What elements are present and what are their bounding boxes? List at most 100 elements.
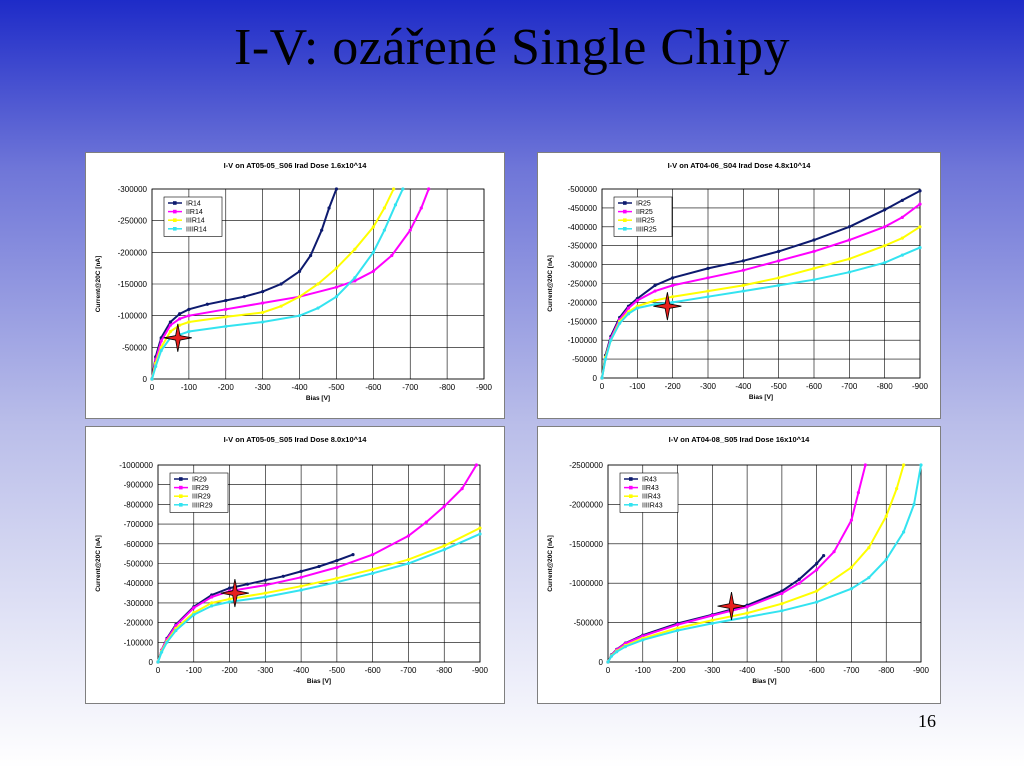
y-tick-label: -900000 <box>124 481 154 490</box>
chart-title: I-V on AT05-05_S05 Irad Dose 8.0x10^14 <box>224 435 368 444</box>
legend-marker <box>623 227 627 231</box>
legend-label: IIIR43 <box>642 494 661 501</box>
plot-area <box>151 188 485 380</box>
chart-panel-at04-06-s04: I-V on AT04-06_S04 Irad Dose 4.8x10^14 0 -… <box>537 152 941 419</box>
data-point-iir14 <box>187 314 191 318</box>
data-point-iiir25 <box>847 257 851 261</box>
data-point-iir29 <box>210 595 214 599</box>
data-point-iiir29 <box>478 526 482 530</box>
x-tick-label: -700 <box>841 382 858 391</box>
data-point-iiiir43 <box>912 502 916 506</box>
data-point-iiiir29 <box>210 604 214 608</box>
data-point-iiiir29 <box>156 660 160 664</box>
chart-title: I-V on AT04-08_S05 Irad Dose 16x10^14 <box>669 435 811 444</box>
data-point-iiiir25 <box>918 245 922 250</box>
data-point-ir14 <box>261 290 265 294</box>
data-point-ir29 <box>299 569 303 573</box>
x-tick-label: -700 <box>400 666 417 675</box>
data-point-iiiir25 <box>900 253 904 257</box>
x-tick-label: -100 <box>629 382 646 391</box>
y-tick-label: -200000 <box>568 298 598 307</box>
data-point-iiiir29 <box>299 588 303 592</box>
data-point-iiiir25 <box>600 376 604 380</box>
series-line-iiir29 <box>157 527 481 663</box>
data-point-iir29 <box>263 583 267 587</box>
data-point-iir43 <box>815 568 819 572</box>
legend-marker <box>173 209 177 214</box>
data-point-iiiir29 <box>478 532 482 536</box>
chart-panel-at04-08-s05: I-V on AT04-08_S05 Irad Dose 16x10^14 0 -1… <box>537 426 941 704</box>
series-line-iiiir29 <box>157 532 481 663</box>
legend-label: IIR14 <box>186 209 203 216</box>
data-point-iir29 <box>460 487 464 491</box>
y-tick-label: -2500000 <box>569 461 603 470</box>
y-tick-label: -250000 <box>568 280 598 289</box>
data-point-ir14 <box>242 295 246 299</box>
x-tick-label: -100 <box>181 383 198 392</box>
data-point-iiir25 <box>706 289 710 293</box>
data-point-iiir14 <box>382 206 386 210</box>
y-tick-label: -350000 <box>568 242 598 251</box>
data-point-iiiir43 <box>675 628 680 633</box>
iv-chart-2: I-V on AT04-06_S04 Irad Dose 4.8x10^14 0 -… <box>547 161 929 401</box>
data-point-iiir43 <box>675 626 680 630</box>
data-point-iir25 <box>653 289 657 293</box>
x-tick-label: -800 <box>439 383 456 392</box>
data-point-ir29 <box>317 564 321 569</box>
data-point-iiiir43 <box>780 609 784 613</box>
data-point-iiir14 <box>297 295 302 299</box>
data-point-iiir29 <box>371 567 375 572</box>
data-point-iir25 <box>626 306 631 310</box>
data-point-iir14 <box>261 301 265 305</box>
x-tick-label: -600 <box>809 666 826 675</box>
series-line-iiiir14 <box>151 188 404 380</box>
x-tick-label: 0 <box>156 666 161 675</box>
data-point-iiir14 <box>224 315 228 319</box>
data-point-iiir14 <box>371 225 375 229</box>
x-tick-label: -600 <box>365 666 382 675</box>
x-tick-label: -100 <box>635 666 652 675</box>
data-point-ir43 <box>797 577 801 581</box>
data-point-iiiir29 <box>159 650 164 654</box>
legend-label: IIIR25 <box>636 218 655 225</box>
x-axis-label: Bias [V] <box>307 678 331 685</box>
x-tick-label: 0 <box>150 383 155 392</box>
legend-label: IIIIR43 <box>642 502 663 509</box>
y-tick-label: 0 <box>599 658 604 667</box>
y-tick-label: -1500000 <box>569 540 603 549</box>
data-point-iiiir14 <box>401 187 405 191</box>
y-tick-label: -400000 <box>124 579 154 588</box>
x-tick-label: -700 <box>843 666 860 675</box>
data-point-iiir43 <box>780 602 784 606</box>
data-point-iir25 <box>706 276 710 280</box>
data-point-iiiir43 <box>745 615 749 619</box>
data-point-iiiir14 <box>334 295 339 299</box>
data-point-iiir43 <box>867 546 871 550</box>
data-point-iir25 <box>883 225 887 229</box>
data-point-iiir43 <box>895 487 899 491</box>
x-tick-label: -800 <box>878 666 895 675</box>
x-tick-label: -900 <box>472 666 489 675</box>
data-point-iir14 <box>390 253 394 258</box>
data-point-iiir14 <box>334 266 339 270</box>
data-point-iir43 <box>797 581 801 585</box>
series-line-iiir14 <box>151 188 395 380</box>
x-tick-label: -200 <box>222 666 239 675</box>
y-tick-label: -400000 <box>568 223 598 232</box>
data-point-iiiir14 <box>154 364 158 368</box>
data-point-iir14 <box>168 323 173 327</box>
y-tick-label: 0 <box>143 375 148 384</box>
data-point-iiiir25 <box>635 306 639 310</box>
y-tick-label: 0 <box>149 658 154 667</box>
data-point-iir29 <box>335 565 339 570</box>
legend-label: IIIIR14 <box>186 226 207 233</box>
plot-area <box>157 464 481 663</box>
y-tick-label: -100000 <box>118 312 148 321</box>
data-point-ir25 <box>883 208 887 212</box>
x-tick-label: -500 <box>774 666 791 675</box>
x-tick-label: -700 <box>402 383 419 392</box>
data-point-iiir29 <box>227 597 232 601</box>
data-point-iir29 <box>406 534 411 538</box>
x-axis-label: Bias [V] <box>306 395 330 402</box>
data-point-iir29 <box>474 463 479 467</box>
